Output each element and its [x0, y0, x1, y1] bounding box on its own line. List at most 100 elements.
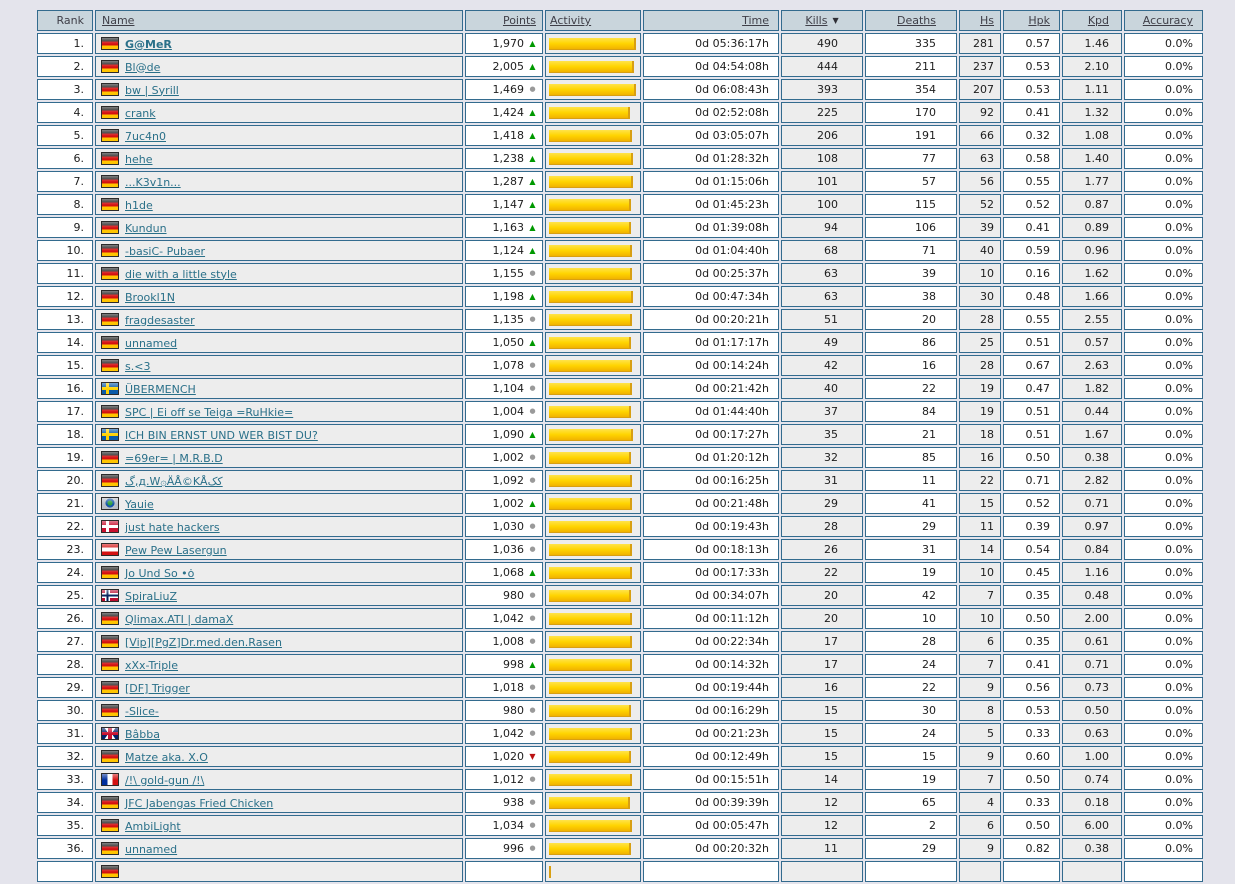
player-name-link[interactable]: Qlimax.ATI | damaX	[125, 612, 234, 626]
time-cell: 0d 00:05:47h	[643, 815, 779, 836]
player-name-link[interactable]: h1de	[125, 198, 153, 212]
hpk-cell: 0.35	[1003, 631, 1060, 652]
player-name-link[interactable]: SPC | Ei off se Teiga =RuHkie=	[125, 405, 294, 419]
activity-cell	[545, 194, 641, 215]
player-name-link[interactable]: fragdesaster	[125, 313, 195, 327]
player-name-link[interactable]: Matze aka. X.O	[125, 750, 208, 764]
player-name-link[interactable]: G@MeR	[125, 37, 172, 51]
sort-link-deaths[interactable]: Deaths	[897, 14, 936, 27]
sort-link-name[interactable]: Name	[102, 14, 135, 27]
kpd-cell: 2.55	[1062, 309, 1122, 330]
rank-cell: 35.	[37, 815, 93, 836]
hpk-cell: 0.47	[1003, 378, 1060, 399]
sort-link-kills[interactable]: Kills	[805, 14, 828, 27]
player-row: 14. unnamed 1,050 ▲ 0d 01:17:17h 49 86 2…	[37, 332, 1203, 353]
rank-cell: 2.	[37, 56, 93, 77]
points-cell: 1,036 ●	[465, 539, 543, 560]
kpd-cell: 1.62	[1062, 263, 1122, 284]
player-name-link[interactable]: 7uc4n0	[125, 129, 166, 143]
player-name-link[interactable]: -basiC- Pubaer	[125, 244, 206, 258]
player-name-link[interactable]: Jo Und So •ȯ	[125, 566, 195, 580]
germany-flag-icon	[101, 105, 119, 119]
player-name-link[interactable]: Kundun	[125, 221, 167, 235]
deaths-cell: 191	[865, 125, 957, 146]
accuracy-cell: 0.0%	[1124, 194, 1203, 215]
activity-cell	[545, 792, 641, 813]
player-name-link[interactable]: Yauie	[125, 497, 154, 511]
player-name-link[interactable]: AmbiLight	[125, 819, 181, 833]
player-name-link[interactable]: Bâbba	[125, 727, 160, 741]
player-name-link[interactable]: Brookl1N	[125, 290, 175, 304]
player-name-link[interactable]: ICH BIN ERNST UND WER BIST DU?	[125, 428, 318, 442]
rank-cell: 20.	[37, 470, 93, 491]
player-name-link[interactable]: bw | Syrill	[125, 83, 179, 97]
trend-stable-icon: ●	[529, 821, 536, 829]
name-cell: hehe	[95, 148, 463, 169]
sort-link-activity[interactable]: Activity	[550, 14, 592, 27]
deaths-cell: 335	[865, 33, 957, 54]
time-cell: 0d 04:54:08h	[643, 56, 779, 77]
player-name-link[interactable]: ÜBERMENCH	[125, 382, 196, 396]
activity-bar	[549, 198, 631, 211]
activity-bar	[549, 336, 631, 349]
player-name-link[interactable]: =69er= | M.R.B.D	[125, 451, 223, 465]
player-name-link[interactable]: -Slice-	[125, 704, 159, 718]
kills-cell: 94	[781, 217, 863, 238]
rank-cell: 9.	[37, 217, 93, 238]
player-name-link[interactable]: [Vip][PgZ]Dr.med.den.Rasen	[125, 635, 282, 649]
sort-link-time[interactable]: Time	[742, 14, 769, 27]
hs-cell: 10	[959, 562, 1001, 583]
hpk-cell: 0.50	[1003, 815, 1060, 836]
rank-cell: 27.	[37, 631, 93, 652]
hs-cell: 7	[959, 769, 1001, 790]
player-name-link[interactable]: xXx-Triple	[125, 658, 179, 672]
name-cell: Qlimax.ATI | damaX	[95, 608, 463, 629]
time-cell: 0d 00:16:29h	[643, 700, 779, 721]
player-name-link[interactable]: گ,д.W۞ÄÅ©KÅکک	[125, 474, 223, 488]
player-name-link[interactable]: die with a little style	[125, 267, 237, 281]
germany-flag-icon	[101, 151, 119, 165]
points-cell: 1,155 ●	[465, 263, 543, 284]
points-cell: 1,469 ●	[465, 79, 543, 100]
germany-flag-icon	[101, 749, 119, 763]
accuracy-cell: 0.0%	[1124, 470, 1203, 491]
accuracy-cell: 0.0%	[1124, 355, 1203, 376]
kpd-cell: 1.66	[1062, 286, 1122, 307]
player-row: 8. h1de 1,147 ▲ 0d 01:45:23h 100 115 52 …	[37, 194, 1203, 215]
sort-link-accuracy[interactable]: Accuracy	[1142, 14, 1193, 27]
player-name-link[interactable]: s.<3	[125, 359, 151, 373]
player-name-link[interactable]: hehe	[125, 152, 153, 166]
time-cell: 0d 01:17:17h	[643, 332, 779, 353]
player-name-link[interactable]: JFC Jabengas Fried Chicken	[125, 796, 274, 810]
activity-cell	[545, 562, 641, 583]
player-name-link[interactable]: unnamed	[125, 842, 178, 856]
player-name-link[interactable]: crank	[125, 106, 156, 120]
player-name-link[interactable]: [DF] Trigger	[125, 681, 190, 695]
player-name-link[interactable]: unnamed	[125, 336, 178, 350]
activity-cell	[545, 125, 641, 146]
germany-flag-icon	[101, 841, 119, 855]
player-name-link[interactable]: ...K3v1n...	[125, 175, 181, 189]
name-cell: گ,д.W۞ÄÅ©KÅکک	[95, 470, 463, 491]
accuracy-cell: 0.0%	[1124, 378, 1203, 399]
accuracy-cell: 0.0%	[1124, 263, 1203, 284]
player-name-link[interactable]: Pew Pew Lasergun	[125, 543, 227, 557]
sort-link-points[interactable]: Points	[502, 14, 536, 27]
player-name-link[interactable]: Bl@de	[125, 60, 161, 74]
sort-link-hpk[interactable]: Hpk	[1028, 14, 1050, 27]
player-name-link[interactable]: /!\ gold-gun /!\	[125, 773, 205, 787]
time-cell: 0d 00:17:33h	[643, 562, 779, 583]
sort-link-hs[interactable]: Hs	[979, 14, 994, 27]
accuracy-cell: 0.0%	[1124, 677, 1203, 698]
time-cell: 0d 00:34:07h	[643, 585, 779, 606]
points-value: 1,163	[492, 221, 525, 234]
sort-link-kpd[interactable]: Kpd	[1087, 14, 1109, 27]
name-cell: AmbiLight	[95, 815, 463, 836]
activity-bar	[549, 428, 633, 441]
player-name-link[interactable]: SpiraLiuZ	[125, 589, 177, 603]
hs-cell: 18	[959, 424, 1001, 445]
rank-cell: 22.	[37, 516, 93, 537]
hpk-cell: 0.33	[1003, 792, 1060, 813]
player-name-link[interactable]: just hate hackers	[125, 520, 220, 534]
points-value: 980	[503, 589, 524, 602]
